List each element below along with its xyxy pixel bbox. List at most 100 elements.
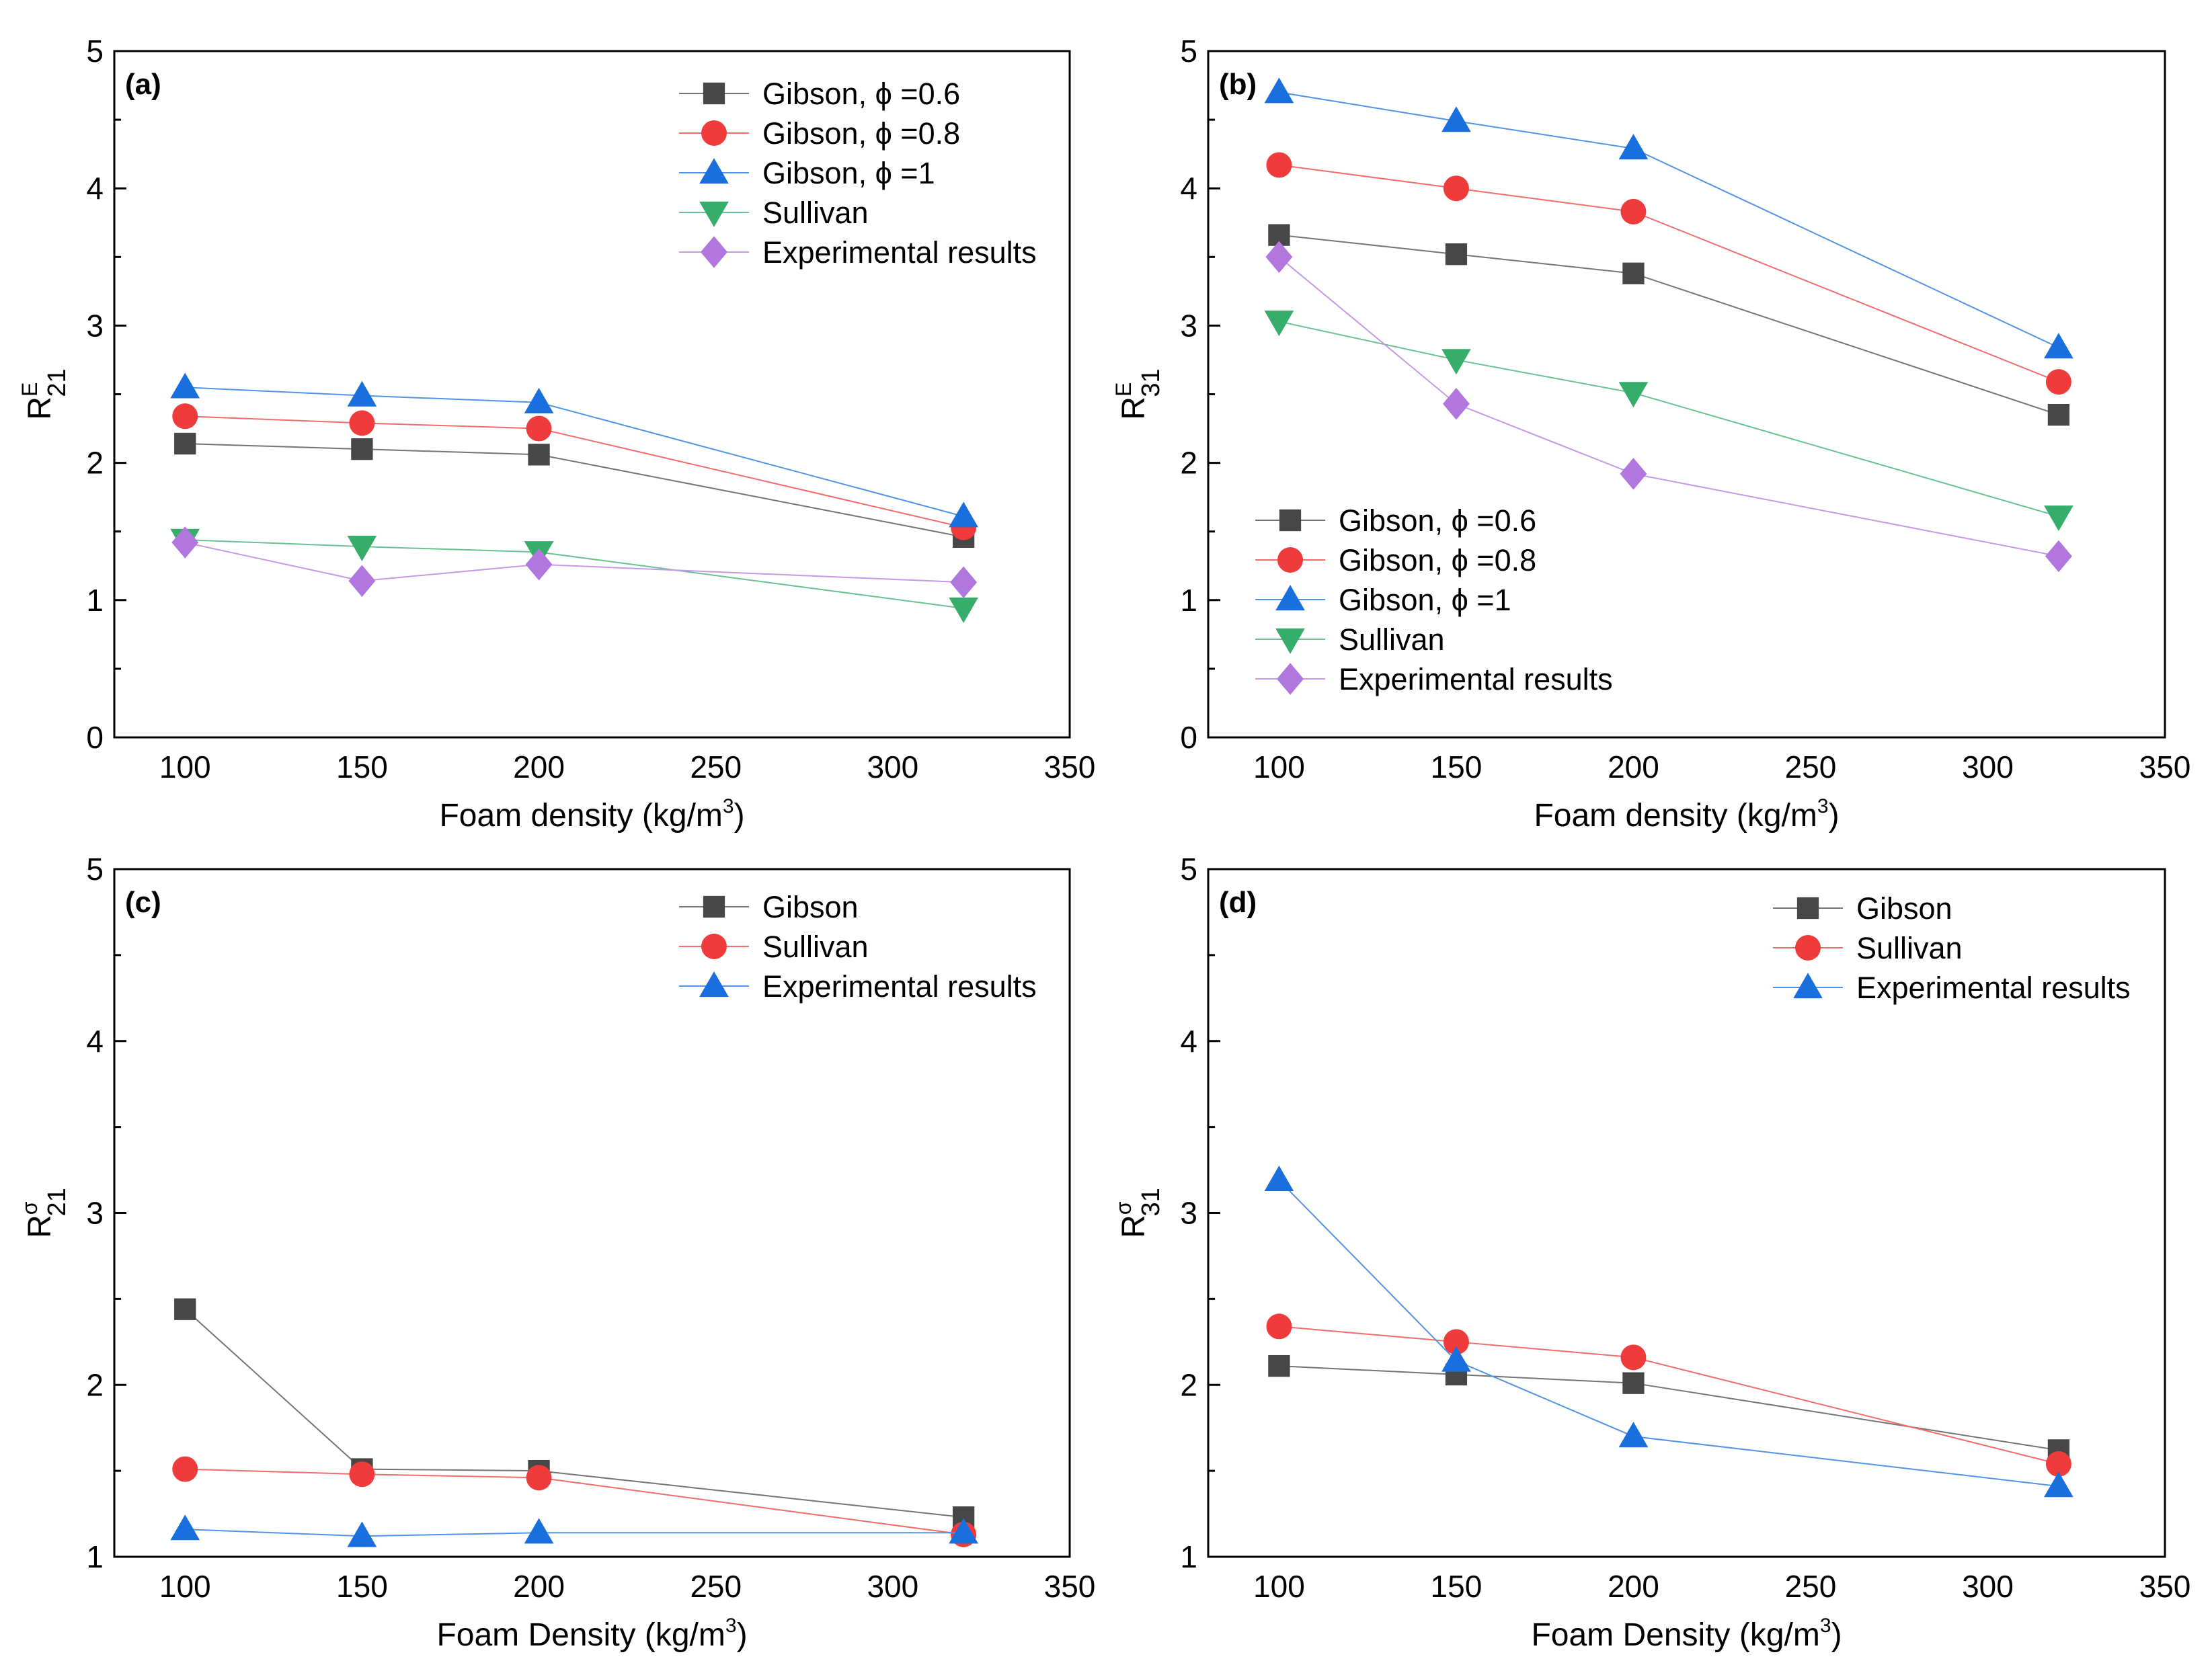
legend-item: Experimental results bbox=[1773, 971, 2131, 1005]
data-point bbox=[1620, 198, 1647, 225]
x-axis-label-text: Foam density (kg/m bbox=[1534, 798, 1817, 834]
x-tick-label: 250 bbox=[690, 749, 742, 784]
x-tick-label: 150 bbox=[336, 749, 388, 784]
data-point bbox=[170, 372, 200, 399]
data-point bbox=[2045, 369, 2071, 395]
y-axis-label-text: R bbox=[22, 397, 58, 420]
legend: Gibson, ϕ =0.6 Gibson, ϕ =0.8 Gibson, ϕ =1… bbox=[679, 77, 1037, 270]
series-4 bbox=[171, 526, 978, 599]
series-line bbox=[185, 542, 964, 583]
panel-label: (c) bbox=[125, 886, 161, 919]
x-tick-label: 150 bbox=[1431, 749, 1483, 784]
x-tick-label: 200 bbox=[1608, 749, 1659, 784]
legend-label: Experimental results bbox=[1339, 662, 1613, 696]
y-axis-label-sub: 21 bbox=[43, 368, 71, 397]
series-0 bbox=[1268, 224, 2070, 426]
data-point bbox=[525, 548, 553, 581]
legend-marker bbox=[1796, 897, 1819, 920]
x-tick-label: 100 bbox=[159, 749, 211, 784]
y-tick-label: 1 bbox=[1180, 583, 1197, 618]
legend-marker bbox=[701, 120, 727, 146]
data-point bbox=[1445, 243, 1468, 266]
y-axis-label: RE31 bbox=[1111, 368, 1165, 419]
y-axis-label: Rσ21 bbox=[17, 1188, 71, 1238]
x-axis-label: Foam density (kg/m3) bbox=[439, 795, 744, 834]
y-tick-label: 2 bbox=[86, 1367, 104, 1402]
legend-marker bbox=[701, 934, 727, 959]
data-point bbox=[1443, 1329, 1469, 1355]
series-3 bbox=[1264, 311, 2073, 532]
series-1 bbox=[1266, 1313, 2071, 1477]
y-tick-label: 5 bbox=[86, 852, 104, 887]
legend-marker bbox=[1277, 663, 1304, 695]
y-tick-label: 4 bbox=[86, 1024, 104, 1059]
series-line bbox=[1279, 321, 2059, 518]
legend-item: Gibson, ϕ =1 bbox=[1255, 583, 1511, 617]
x-tick-label: 300 bbox=[1962, 1569, 2014, 1604]
data-point bbox=[524, 1518, 554, 1544]
data-point bbox=[2045, 1451, 2071, 1477]
x-tick-label: 300 bbox=[867, 749, 918, 784]
series-line bbox=[1279, 1365, 2059, 1451]
y-tick-label: 3 bbox=[1180, 308, 1197, 343]
chart-panel-a: 100 150 200 250 300 350 0 1 2 3 4 5 Foam density (kg… bbox=[17, 34, 1095, 834]
legend-label: Gibson, ϕ =1 bbox=[1339, 583, 1511, 617]
series-0 bbox=[174, 1298, 975, 1529]
data-point bbox=[351, 438, 373, 460]
y-axis-label-sub: 31 bbox=[1137, 1188, 1165, 1216]
series-3 bbox=[170, 528, 978, 623]
data-point bbox=[524, 387, 554, 413]
y-tick-label: 0 bbox=[1180, 720, 1197, 755]
y-axis-label-text: R bbox=[1116, 397, 1152, 420]
series-line bbox=[1278, 256, 2059, 557]
data-point bbox=[1265, 241, 1293, 274]
data-point bbox=[172, 1456, 198, 1482]
y-axis-label-sup: σ bbox=[1111, 1201, 1136, 1215]
data-point bbox=[1441, 349, 1471, 375]
series-line bbox=[1279, 164, 2059, 383]
legend-item: Gibson, ϕ =1 bbox=[679, 156, 935, 190]
y-axis-label: Rσ31 bbox=[1111, 1188, 1165, 1238]
chart-panel-b: 100 150 200 250 300 350 0 1 2 3 4 5 Foam density (kg… bbox=[1111, 34, 2190, 834]
legend-label: Gibson, ϕ =0.8 bbox=[762, 116, 960, 151]
x-tick-label: 200 bbox=[513, 1569, 565, 1604]
y-axis-label-text: R bbox=[22, 1215, 58, 1238]
data-point bbox=[2044, 333, 2073, 359]
y-tick-label: 4 bbox=[86, 171, 104, 206]
data-point bbox=[170, 1514, 200, 1541]
legend-marker bbox=[1795, 935, 1821, 961]
legend: Gibson, ϕ =0.6 Gibson, ϕ =0.8 Gibson, ϕ =1… bbox=[1255, 503, 1613, 696]
data-point bbox=[349, 1461, 375, 1488]
x-axis-label-end: ) bbox=[734, 798, 745, 834]
legend: Gibson Sullivan Experimental results bbox=[1773, 891, 2131, 1005]
data-point bbox=[2045, 540, 2072, 573]
data-point bbox=[2044, 1471, 2073, 1498]
chart-panel-c: 100 150 200 250 300 350 1 2 3 4 5 Foam Density (kg/… bbox=[17, 852, 1095, 1653]
x-tick-label: 350 bbox=[1044, 749, 1096, 784]
data-point bbox=[526, 1465, 552, 1491]
series-line bbox=[185, 1529, 964, 1537]
y-axis-label-sub: 21 bbox=[43, 1188, 71, 1216]
x-tick-label: 250 bbox=[1785, 1569, 1837, 1604]
series-2 bbox=[170, 1514, 978, 1547]
series-line bbox=[185, 415, 964, 528]
data-point bbox=[348, 565, 376, 597]
y-axis-label: RE21 bbox=[17, 368, 71, 419]
legend-item: Sullivan bbox=[1773, 931, 1963, 965]
y-tick-label: 1 bbox=[86, 1539, 104, 1574]
series-2 bbox=[1264, 77, 2073, 359]
legend-marker bbox=[1793, 973, 1823, 999]
legend-label: Sullivan bbox=[1856, 931, 1963, 965]
legend-label: Experimental results bbox=[1856, 971, 2131, 1005]
legend-item: Gibson bbox=[679, 890, 859, 924]
x-tick-label: 300 bbox=[1962, 749, 2014, 784]
data-point bbox=[1266, 152, 1292, 178]
series-4 bbox=[1265, 241, 2072, 573]
panel-label: (d) bbox=[1219, 886, 1257, 919]
series-line bbox=[1279, 234, 2059, 416]
x-tick-label: 300 bbox=[867, 1569, 918, 1604]
legend-item: Gibson bbox=[1773, 891, 1952, 926]
data-point bbox=[347, 536, 377, 562]
legend-marker bbox=[699, 201, 729, 227]
series-line bbox=[1279, 91, 2059, 348]
